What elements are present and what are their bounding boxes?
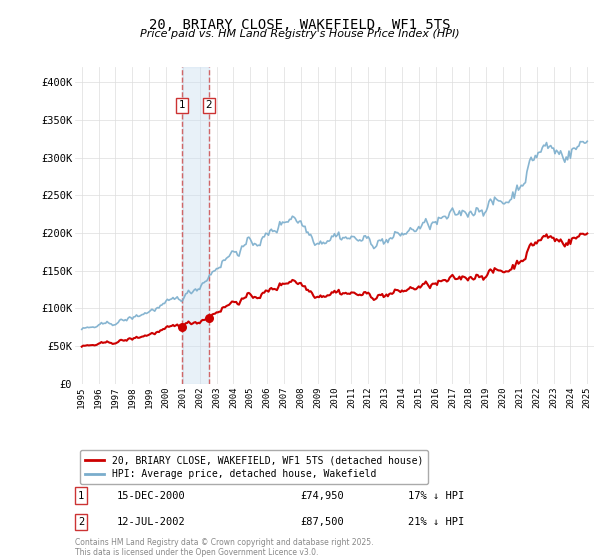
Point bbox=[204, 313, 214, 322]
Point bbox=[178, 323, 187, 332]
Text: 1: 1 bbox=[78, 491, 84, 501]
Text: 12-JUL-2002: 12-JUL-2002 bbox=[117, 517, 186, 527]
Text: 17% ↓ HPI: 17% ↓ HPI bbox=[408, 491, 464, 501]
Bar bbox=[182, 67, 209, 384]
Text: Contains HM Land Registry data © Crown copyright and database right 2025.
This d: Contains HM Land Registry data © Crown c… bbox=[75, 538, 373, 557]
Text: 15-DEC-2000: 15-DEC-2000 bbox=[117, 491, 186, 501]
Text: Price paid vs. HM Land Registry's House Price Index (HPI): Price paid vs. HM Land Registry's House … bbox=[140, 29, 460, 39]
Legend: 20, BRIARY CLOSE, WAKEFIELD, WF1 5TS (detached house), HPI: Average price, detac: 20, BRIARY CLOSE, WAKEFIELD, WF1 5TS (de… bbox=[80, 450, 428, 484]
Text: 2: 2 bbox=[78, 517, 84, 527]
Text: 1: 1 bbox=[179, 100, 185, 110]
Text: 2: 2 bbox=[205, 100, 212, 110]
Text: 21% ↓ HPI: 21% ↓ HPI bbox=[408, 517, 464, 527]
Text: £87,500: £87,500 bbox=[300, 517, 344, 527]
Text: £74,950: £74,950 bbox=[300, 491, 344, 501]
Text: 20, BRIARY CLOSE, WAKEFIELD, WF1 5TS: 20, BRIARY CLOSE, WAKEFIELD, WF1 5TS bbox=[149, 18, 451, 32]
